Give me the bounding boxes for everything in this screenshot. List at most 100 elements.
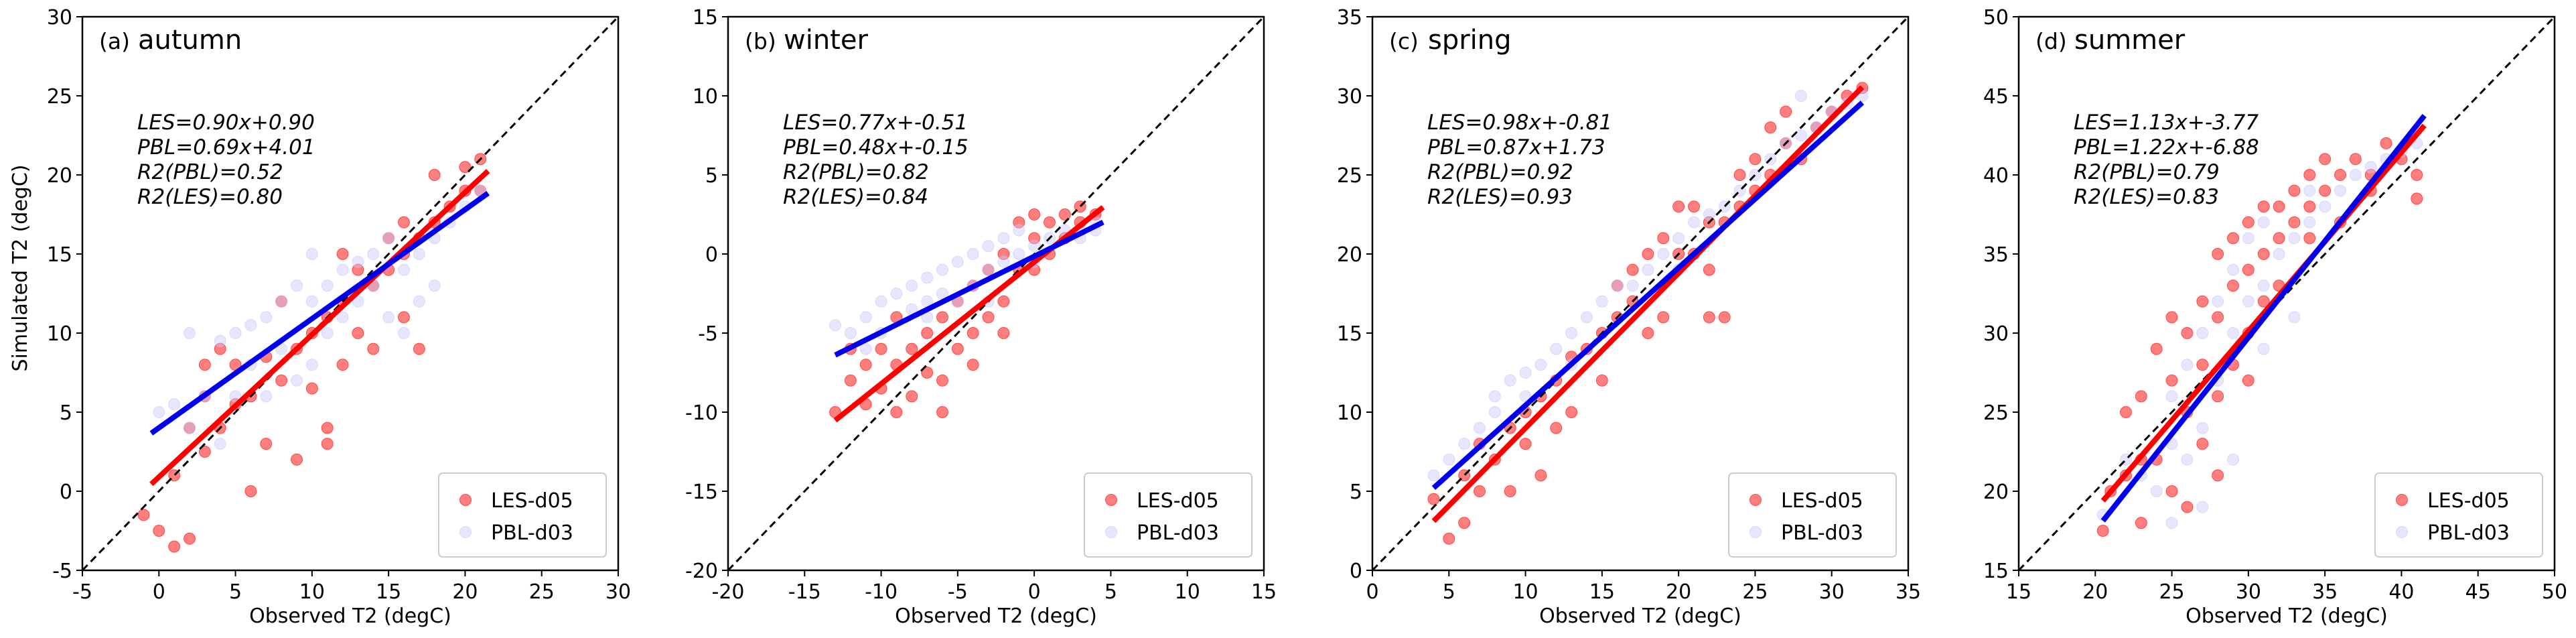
les-point [2212,311,2224,324]
les-point [398,216,410,229]
pbl-point [2227,453,2239,466]
x-tick-label: 20 [452,580,478,604]
les-point [921,367,934,379]
pbl-point [2165,517,2178,529]
pbl-point [2242,295,2255,308]
axes-frame [81,15,620,572]
pbl-point [321,327,334,339]
les-point [2165,374,2178,387]
les-point [2273,200,2285,213]
panel-3: 0 5 10 15 20 25 30 35 0 5 10 15 20 25 30 35 Observed T2 … [1337,6,1921,628]
les-point [967,359,979,371]
pbl-point [2257,279,2270,292]
les-point [1534,469,1547,482]
one-to-one-line [1372,17,1908,570]
les-point [2227,279,2239,292]
pbl-point [352,295,364,308]
les-point [2411,192,2423,205]
legend-pbl-label: PBL-d03 [2427,521,2510,545]
les-point [2303,200,2316,213]
les-point [890,406,903,418]
x-tick-label: 25 [2159,580,2184,604]
les-point [2181,327,2194,339]
les-point [1657,232,1670,245]
pbl-point [2349,169,2362,181]
legend-box [438,472,607,558]
pbl-point [168,398,181,411]
les-point [2120,406,2132,418]
pbl-point [875,295,887,308]
pbl-point [2165,390,2178,403]
x-tick-label: 50 [2542,580,2567,604]
x-tick-label: 10 [299,580,325,604]
les-point [1733,169,1746,181]
y-tick-label: 10 [693,85,718,109]
legend-pbl-marker [459,526,472,538]
legend-pbl-marker [2396,526,2408,538]
legend-pbl-marker [1105,526,1117,538]
pbl-fit-line [149,191,490,436]
pbl-point [921,271,934,284]
y-tick-label: 30 [1983,322,2009,346]
les-point [1427,493,1440,505]
les-point [1058,208,1071,220]
legend-pbl-marker [1749,526,1762,538]
x-tick-label: 20 [1666,580,1691,604]
axes-frame [1371,15,1910,572]
les-point [1703,311,1715,324]
pbl-point [1795,90,1807,102]
les-point [1688,200,1700,213]
les-point [168,540,181,553]
les-point [1672,200,1685,213]
pbl-point [1519,367,1532,379]
legend-les-marker [1105,494,1117,506]
x-tick-label: 35 [2312,580,2338,604]
x-tick-label: 20 [2082,580,2108,604]
x-axis-label: Observed T2 (degC) [249,604,451,628]
pbl-point [1642,263,1654,276]
pbl-fit-line [1431,101,1865,491]
panel-tag: (a) [99,28,130,54]
les-point [2196,438,2209,450]
pbl-point [1488,390,1501,403]
les-point [1703,263,1715,276]
regression-annotation: LES=1.13x+-3.77 [2074,111,2259,135]
regression-annotation: R2(PBL)=0.52 [137,160,283,184]
y-tick-label: 20 [1983,481,2009,504]
pbl-point [1688,216,1700,229]
legend-box [2374,472,2543,558]
y-tick-label: 25 [1983,401,2009,425]
pbl-point [859,311,872,324]
les-point [184,532,196,545]
pbl-point [2196,327,2209,339]
les-point [2135,390,2147,403]
panel-title: winter [784,25,868,56]
les-point [305,382,318,395]
les-point [336,359,349,371]
pbl-point [1595,295,1608,308]
y-tick-label: 25 [1337,164,1362,188]
les-point [2096,525,2109,537]
pbl-point [1013,248,1025,260]
pbl-point [906,279,918,292]
plot-area [82,17,618,570]
x-tick-label: 5 [229,580,242,604]
regression-annotation: PBL=0.48x+-0.15 [783,135,969,160]
pbl-point [305,295,318,308]
les-point [413,342,425,355]
pbl-point [859,342,872,355]
x-axis-label: Observed T2 (degC) [1539,604,1741,628]
pbl-point [2319,200,2332,213]
panel-4: 15 20 25 30 35 40 45 50 15 20 25 30 35 40 45 50 Observed… [1983,6,2567,628]
panel-title: autumn [138,25,242,56]
y-tick-label: 0 [1350,560,1362,583]
les-point [2242,263,2255,276]
x-tick-label: 5 [1104,580,1117,604]
pbl-point [398,263,410,276]
pbl-point [153,406,165,418]
les-point [198,359,211,371]
y-tick-label: 40 [1983,164,2009,188]
les-point [2227,232,2239,245]
les-point [336,248,349,260]
